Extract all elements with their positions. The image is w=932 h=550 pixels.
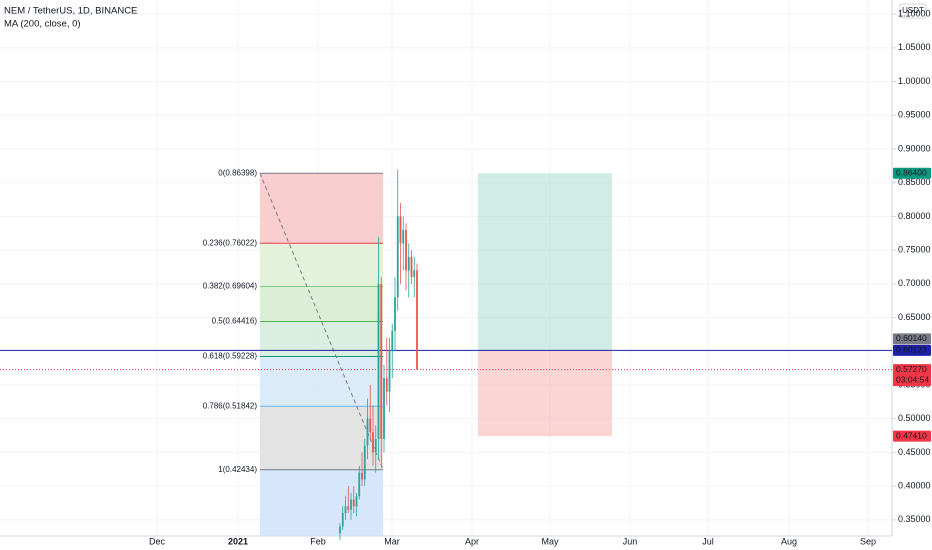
candle-body bbox=[413, 270, 416, 278]
currency-box[interactable] bbox=[899, 3, 927, 19]
countdown: 03:04:54 bbox=[896, 374, 929, 384]
candle-body bbox=[407, 256, 410, 271]
candle-body bbox=[344, 506, 347, 514]
candle-body bbox=[372, 432, 374, 453]
symbol: NEM / TetherUS, 1D, BINANCE bbox=[4, 6, 137, 17]
candle-body bbox=[361, 472, 363, 480]
y-tick-label: 0.85000 bbox=[898, 177, 931, 187]
currency[interactable]: USDT bbox=[902, 6, 924, 15]
candle-body bbox=[347, 506, 350, 510]
candle-body bbox=[355, 496, 358, 507]
y-tick-label: 0.70000 bbox=[898, 278, 931, 288]
candle-body bbox=[399, 216, 402, 244]
x-tick-label: May bbox=[541, 536, 559, 546]
candle-body bbox=[352, 499, 355, 507]
price-label-box bbox=[893, 430, 931, 442]
x-tick-label: Mar bbox=[384, 536, 400, 546]
price-label-box bbox=[893, 364, 931, 387]
y-tick-label: 1.00000 bbox=[898, 76, 931, 86]
x-tick-label: 2021 bbox=[228, 536, 248, 546]
y-tick-label: 0.75000 bbox=[898, 245, 931, 255]
candle-body bbox=[341, 513, 344, 527]
fib-label: 0.236(0.76022) bbox=[203, 238, 258, 247]
y-tick-label: 1.10000 bbox=[898, 9, 931, 19]
fib-label: 0(0.86398) bbox=[218, 168, 257, 177]
price-label: 0.57270 bbox=[896, 364, 927, 374]
price-label-box bbox=[893, 333, 931, 345]
y-tick-label: 0.90000 bbox=[898, 143, 931, 153]
y-tick-label: 0.95000 bbox=[898, 110, 931, 120]
fib-zone bbox=[260, 173, 383, 244]
candle-body bbox=[405, 229, 407, 271]
x-tick-label: Apr bbox=[465, 536, 479, 546]
price-label: 0.47410 bbox=[896, 430, 927, 440]
fib-zone bbox=[260, 356, 383, 407]
fib-label: 1(0.42434) bbox=[218, 465, 257, 474]
y-tick-label: 0.35000 bbox=[898, 514, 931, 524]
fib-label: 0.786(0.51842) bbox=[203, 401, 258, 410]
fib-label: 0.618(0.59228) bbox=[203, 352, 258, 361]
candle-body bbox=[385, 378, 388, 392]
price-label-box bbox=[893, 167, 931, 179]
fib-trend bbox=[259, 173, 384, 470]
y-tick-label: 0.65000 bbox=[898, 312, 931, 322]
price-label: 0.60123 bbox=[896, 345, 927, 355]
y-tick-label: 0.80000 bbox=[898, 211, 931, 221]
stop-zone bbox=[478, 350, 612, 437]
candle-body bbox=[396, 216, 399, 298]
x-tick-label: Jun bbox=[623, 536, 638, 546]
price-label-box bbox=[893, 344, 931, 356]
price-label: 0.60140 bbox=[896, 333, 927, 343]
y-tick-label: 0.50000 bbox=[898, 413, 931, 423]
candle-body bbox=[350, 499, 352, 510]
candle-body bbox=[358, 472, 361, 497]
candle-body bbox=[410, 256, 413, 278]
grid bbox=[0, 0, 892, 536]
fib-zone bbox=[260, 286, 383, 322]
candle-body bbox=[394, 297, 396, 332]
candle-body bbox=[363, 445, 366, 480]
price-label: 0.86400 bbox=[896, 168, 927, 178]
x-tick-label: Jul bbox=[702, 536, 714, 546]
x-tick-label: Aug bbox=[781, 536, 797, 546]
fib-label: 0.5(0.64416) bbox=[212, 317, 258, 326]
fib-label: 0.382(0.69604) bbox=[203, 282, 258, 291]
fib-zone bbox=[260, 469, 383, 536]
candle-body bbox=[369, 418, 372, 433]
indicator: MA (200, close, 0) bbox=[4, 19, 81, 30]
fib-zone bbox=[260, 321, 383, 357]
y-tick-label: 0.45000 bbox=[898, 447, 931, 457]
fib-zone bbox=[260, 243, 383, 287]
y-tick-label: 1.05000 bbox=[898, 42, 931, 52]
candle-body bbox=[402, 229, 405, 244]
candle-body bbox=[380, 283, 383, 439]
fib-zone bbox=[260, 406, 383, 470]
x-tick-label: Feb bbox=[310, 536, 326, 546]
candle-body bbox=[391, 331, 394, 352]
candle-body bbox=[366, 418, 369, 446]
candle-body bbox=[377, 283, 380, 439]
candle-body bbox=[374, 438, 377, 453]
candle-body bbox=[383, 378, 385, 439]
x-tick-label: Sep bbox=[860, 536, 876, 546]
candle-body bbox=[339, 526, 341, 534]
candle-body bbox=[388, 351, 391, 392]
candle-body bbox=[416, 270, 418, 370]
y-tick-label: 0.40000 bbox=[898, 480, 931, 490]
target-zone bbox=[478, 173, 612, 351]
x-tick-label: Dec bbox=[149, 536, 166, 546]
